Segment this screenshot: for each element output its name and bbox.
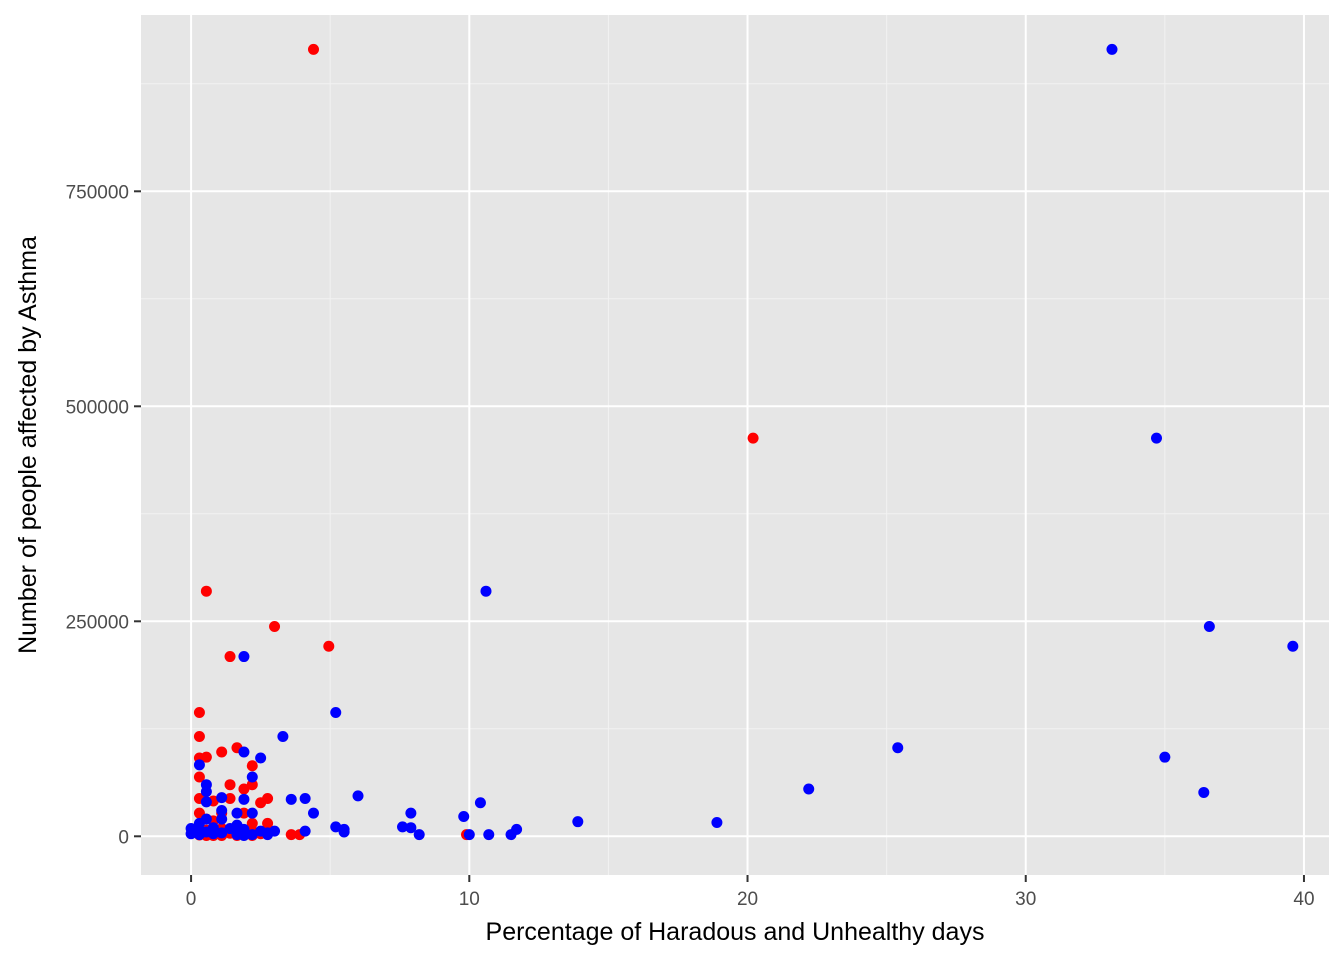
data-point	[463, 829, 475, 841]
x-tick-label: 20	[737, 889, 758, 910]
data-point	[1151, 432, 1163, 444]
data-point	[216, 813, 228, 825]
data-point	[262, 829, 274, 841]
data-point	[246, 807, 258, 819]
data-point	[397, 821, 409, 833]
y-axis: 0 250000 500000 750000	[66, 182, 141, 848]
data-point	[307, 43, 319, 55]
y-tick-label: 250000	[66, 612, 129, 633]
data-point	[238, 783, 250, 795]
data-point	[747, 432, 759, 444]
data-point	[323, 640, 335, 652]
data-point	[458, 811, 470, 823]
data-point	[299, 792, 311, 804]
data-point	[238, 746, 250, 758]
data-point	[505, 829, 517, 841]
data-point	[216, 805, 228, 816]
data-point	[185, 828, 197, 840]
x-tick-label: 30	[1015, 889, 1036, 910]
y-axis-title: Number of people affected by Asthma	[14, 236, 42, 654]
data-point	[307, 807, 319, 819]
data-point	[413, 829, 425, 841]
data-point	[224, 779, 236, 791]
data-point	[803, 783, 815, 795]
data-point	[277, 731, 289, 743]
major-gridlines	[141, 15, 1329, 875]
data-point	[246, 779, 258, 791]
data-point	[200, 585, 212, 597]
data-point	[483, 829, 495, 841]
data-point	[892, 742, 904, 754]
data-point	[207, 828, 219, 840]
plot-panel	[141, 15, 1329, 875]
data-point	[1106, 43, 1118, 55]
minor-gridlines	[141, 15, 1329, 875]
x-axis: 0 10 20 30 40	[186, 875, 1315, 910]
y-tick-label: 500000	[66, 397, 129, 418]
data-point	[200, 796, 212, 808]
data-point	[1198, 786, 1210, 798]
data-points	[185, 43, 1299, 841]
x-tick-label: 40	[1293, 889, 1314, 910]
data-point	[474, 797, 486, 809]
data-point	[193, 771, 205, 783]
data-point	[193, 731, 205, 743]
y-tick-label: 0	[118, 827, 129, 848]
data-point	[193, 829, 205, 841]
data-point	[352, 790, 364, 802]
data-point	[193, 706, 205, 718]
x-axis-title: Percentage of Haradous and Unhealthy day…	[486, 918, 985, 946]
x-tick-label: 0	[186, 889, 197, 910]
data-point	[255, 752, 267, 764]
data-point	[216, 746, 228, 758]
data-point	[572, 816, 584, 828]
data-point	[338, 826, 350, 838]
data-point	[238, 829, 250, 841]
data-point	[711, 817, 723, 829]
y-tick-label: 750000	[66, 182, 129, 203]
data-point	[262, 817, 274, 829]
x-tick-label: 10	[459, 889, 480, 910]
data-point	[246, 771, 258, 783]
data-point	[224, 651, 236, 663]
data-point	[246, 760, 258, 772]
data-point	[231, 807, 243, 819]
data-point	[285, 829, 297, 841]
data-point	[330, 706, 342, 718]
data-point	[299, 825, 311, 837]
data-point	[200, 786, 212, 798]
data-point	[1159, 751, 1171, 763]
data-point	[216, 792, 228, 804]
data-point	[1287, 640, 1299, 652]
data-point	[238, 793, 250, 805]
data-point	[216, 827, 228, 839]
data-point	[269, 620, 281, 632]
data-point	[246, 817, 258, 829]
data-point	[330, 821, 342, 833]
data-point	[405, 822, 417, 834]
data-point	[285, 793, 297, 805]
data-point	[193, 759, 205, 771]
data-point	[480, 585, 492, 597]
data-point	[238, 651, 250, 663]
data-point	[1203, 620, 1215, 632]
data-point	[246, 829, 258, 841]
data-point	[224, 792, 236, 804]
data-point	[255, 797, 267, 809]
data-point	[405, 807, 417, 819]
